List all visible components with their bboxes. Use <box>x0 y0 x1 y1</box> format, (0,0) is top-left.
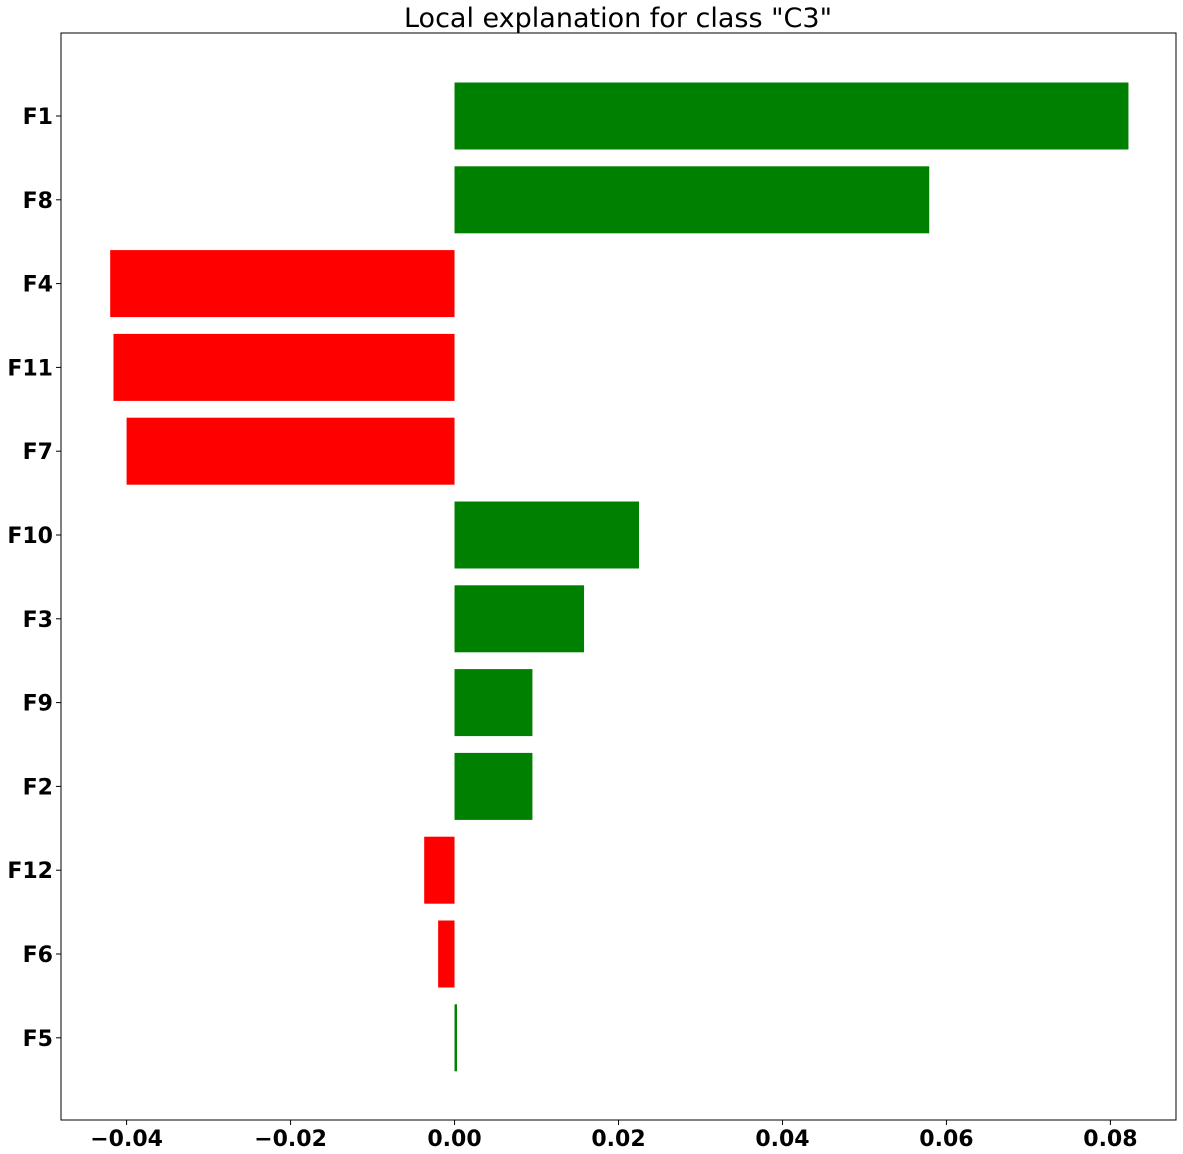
x-tick-label: 0.00 <box>427 1127 481 1152</box>
bar-f10 <box>454 501 639 569</box>
x-axis: −0.04 −0.02 0.00 0.02 0.04 0.06 0.08 <box>90 1120 1138 1152</box>
y-tick-label: F6 <box>23 943 53 968</box>
x-tick-label: −0.04 <box>90 1127 163 1152</box>
x-tick-label: 0.06 <box>919 1127 973 1152</box>
y-tick-label: F3 <box>23 608 53 633</box>
bar-f6 <box>438 920 455 988</box>
x-tick-label: 0.04 <box>755 1127 809 1152</box>
y-tick-label: F8 <box>23 189 53 214</box>
y-tick-label: F7 <box>23 440 53 465</box>
bars-group <box>110 82 1129 1072</box>
x-tick-label: 0.08 <box>1083 1127 1137 1152</box>
bar-f4 <box>110 250 455 318</box>
y-tick-label: F1 <box>23 105 53 130</box>
bar-f9 <box>454 669 533 737</box>
x-tick-label: −0.02 <box>254 1127 327 1152</box>
bar-f11 <box>113 333 455 401</box>
bar-f1 <box>454 82 1129 150</box>
bar-f12 <box>424 836 455 904</box>
y-axis: F1 F8 F4 F11 F7 F10 F3 F9 F2 F12 F6 F5 <box>7 105 61 1052</box>
bar-f8 <box>454 166 930 234</box>
plot-frame <box>60 32 1177 1121</box>
y-tick-label: F4 <box>23 273 53 298</box>
x-tick-label: 0.02 <box>591 1127 645 1152</box>
bar-f7 <box>126 417 455 485</box>
y-tick-label: F10 <box>7 524 53 549</box>
y-tick-label: F2 <box>23 775 53 800</box>
bar-f5 <box>454 1004 457 1072</box>
bar-f3 <box>454 585 585 653</box>
y-tick-label: F5 <box>23 1027 53 1052</box>
chart-title: Local explanation for class "C3" <box>404 3 832 34</box>
y-tick-label: F9 <box>23 692 53 717</box>
y-tick-label: F11 <box>7 356 53 381</box>
bar-f2 <box>454 752 533 820</box>
y-tick-label: F12 <box>7 859 53 884</box>
